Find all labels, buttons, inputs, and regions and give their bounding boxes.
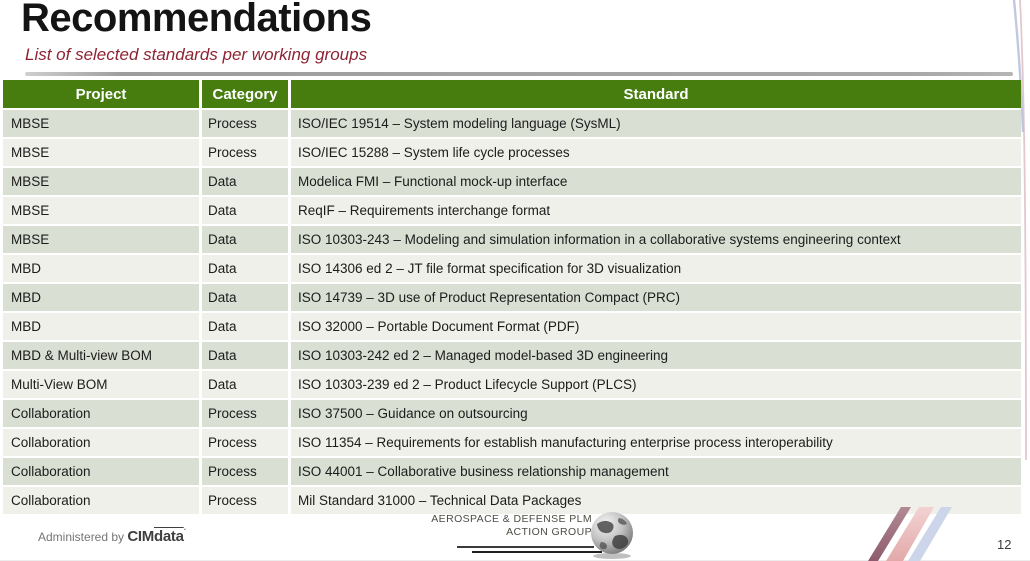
cell-project: MBSE xyxy=(3,139,199,166)
cell-category: Data xyxy=(202,342,288,369)
cimdata-mark: ´ xyxy=(183,528,187,537)
table-row: Collaboration Process ISO 44001 – Collab… xyxy=(3,458,1021,485)
cell-category: Data xyxy=(202,255,288,282)
cell-project: MBD xyxy=(3,284,199,311)
cell-project: Collaboration xyxy=(3,400,199,427)
cell-standard: ISO/IEC 19514 – System modeling language… xyxy=(291,110,1021,137)
globe-logo-icon xyxy=(591,512,633,559)
cell-project: MBSE xyxy=(3,226,199,253)
cell-category: Data xyxy=(202,197,288,224)
cell-standard: ISO 10303-239 ed 2 – Product Lifecycle S… xyxy=(291,371,1021,398)
cell-standard: ISO 11354 – Requirements for establish m… xyxy=(291,429,1021,456)
table-row: Collaboration Process Mil Standard 31000… xyxy=(3,487,1021,514)
table-row: MBD & Multi-view BOM Data ISO 10303-242 … xyxy=(3,342,1021,369)
cell-project: MBD & Multi-view BOM xyxy=(3,342,199,369)
cell-project: MBSE xyxy=(3,197,199,224)
cell-project: Multi-View BOM xyxy=(3,371,199,398)
cell-category: Data xyxy=(202,371,288,398)
action-group-wordmark: AEROSPACE & DEFENSE PLM ACTION GROUP xyxy=(350,513,592,539)
action-group-underline-2 xyxy=(472,551,602,553)
action-group-underline-1 xyxy=(457,546,594,548)
cell-project: Collaboration xyxy=(3,458,199,485)
action-group-line2: ACTION GROUP xyxy=(506,526,592,538)
table-row: MBSE Data ISO 10303-243 – Modeling and s… xyxy=(3,226,1021,253)
cell-category: Process xyxy=(202,110,288,137)
column-header-project: Project xyxy=(3,80,199,108)
cell-standard: ISO 14739 – 3D use of Product Representa… xyxy=(291,284,1021,311)
cell-standard: ISO 14306 ed 2 – JT file format specific… xyxy=(291,255,1021,282)
administered-by-label: Administered by xyxy=(38,530,125,544)
cell-project: MBSE xyxy=(3,168,199,195)
cell-standard: Modelica FMI – Functional mock-up interf… xyxy=(291,168,1021,195)
action-group-line1: AEROSPACE & DEFENSE PLM xyxy=(431,513,592,525)
cell-standard: Mil Standard 31000 – Technical Data Pack… xyxy=(291,487,1021,514)
table-row: MBD Data ISO 32000 – Portable Document F… xyxy=(3,313,1021,340)
cell-category: Data xyxy=(202,313,288,340)
table-header-row: Project Category Standard xyxy=(3,80,1021,108)
divider-line xyxy=(25,72,1013,76)
cell-standard: ReqIF – Requirements interchange format xyxy=(291,197,1021,224)
cell-project: MBD xyxy=(3,313,199,340)
table-row: MBSE Process ISO/IEC 19514 – System mode… xyxy=(3,110,1021,137)
cell-standard: ISO 10303-242 ed 2 – Managed model-based… xyxy=(291,342,1021,369)
table-row: Collaboration Process ISO 11354 – Requir… xyxy=(3,429,1021,456)
table-row: MBSE Data ReqIF – Requirements interchan… xyxy=(3,197,1021,224)
cimdata-data: data xyxy=(154,528,184,545)
cimdata-logo: CIMdata´ xyxy=(127,528,186,545)
table-row: Multi-View BOM Data ISO 10303-239 ed 2 –… xyxy=(3,371,1021,398)
standards-table: Project Category Standard MBSE Process I… xyxy=(3,80,1021,514)
table-body: MBSE Process ISO/IEC 19514 – System mode… xyxy=(3,110,1021,514)
page-subtitle: List of selected standards per working g… xyxy=(25,45,368,64)
table-row: MBSE Process ISO/IEC 15288 – System life… xyxy=(3,139,1021,166)
cell-category: Process xyxy=(202,458,288,485)
column-header-standard: Standard xyxy=(291,80,1021,108)
page-number: 12 xyxy=(997,537,1012,552)
cell-standard: ISO 44001 – Collaborative business relat… xyxy=(291,458,1021,485)
cell-category: Process xyxy=(202,400,288,427)
cell-project: MBSE xyxy=(3,110,199,137)
cell-standard: ISO 32000 – Portable Document Format (PD… xyxy=(291,313,1021,340)
cell-category: Data xyxy=(202,226,288,253)
table-row: Collaboration Process ISO 37500 – Guidan… xyxy=(3,400,1021,427)
cell-project: Collaboration xyxy=(3,429,199,456)
cell-category: Data xyxy=(202,284,288,311)
cell-category: Process xyxy=(202,139,288,166)
column-header-category: Category xyxy=(202,80,288,108)
table-row: MBSE Data Modelica FMI – Functional mock… xyxy=(3,168,1021,195)
cell-category: Data xyxy=(202,168,288,195)
cimdata-cim: CIM xyxy=(127,528,154,545)
cell-standard: ISO/IEC 15288 – System life cycle proces… xyxy=(291,139,1021,166)
administered-by: Administered by CIMdata´ xyxy=(38,528,186,545)
cell-category: Process xyxy=(202,487,288,514)
cell-standard: ISO 37500 – Guidance on outsourcing xyxy=(291,400,1021,427)
table-row: MBD Data ISO 14739 – 3D use of Product R… xyxy=(3,284,1021,311)
cell-project: Collaboration xyxy=(3,487,199,514)
cell-category: Process xyxy=(202,429,288,456)
page-title: Recommendations xyxy=(21,0,372,40)
cell-project: MBD xyxy=(3,255,199,282)
cell-standard: ISO 10303-243 – Modeling and simulation … xyxy=(291,226,1021,253)
corner-stripes-decoration xyxy=(868,507,952,561)
table-row: MBD Data ISO 14306 ed 2 – JT file format… xyxy=(3,255,1021,282)
corner-swoosh-decoration xyxy=(1012,0,1027,461)
